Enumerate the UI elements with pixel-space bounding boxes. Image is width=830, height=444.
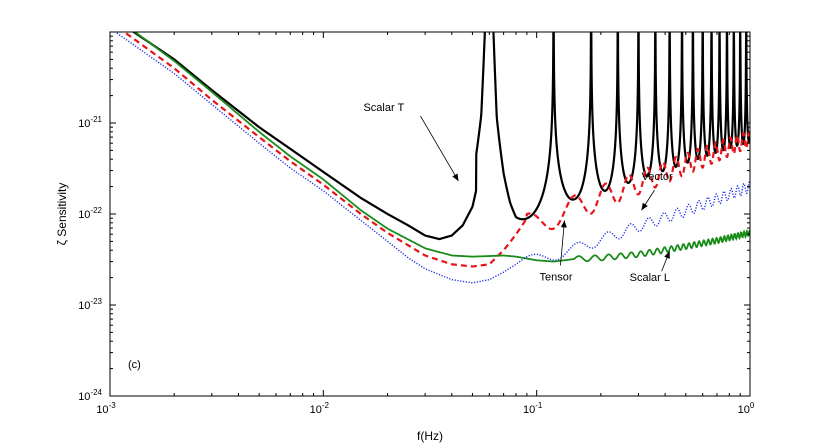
x-tick-exponent: -3 [109, 401, 117, 410]
annotation-label: Tensor [539, 271, 572, 283]
y-tick-exponent: -23 [90, 297, 102, 306]
annotation-label: Scalar T [363, 102, 404, 114]
x-tick-label: 100 [738, 401, 755, 416]
annotation-label: Vector [641, 171, 673, 183]
series-line-scalar-t [131, 32, 750, 241]
y-tick-base: 10 [78, 391, 90, 403]
y-tick-label: 10-22 [78, 206, 102, 221]
panel-label: (c) [128, 359, 141, 371]
y-axis-label: ζ Sensitivity [55, 183, 69, 246]
x-tick-base: 10 [523, 404, 535, 416]
annotation-group: Scalar T Tensor Vector Scalar L [363, 102, 673, 284]
y-tick-label: 10-24 [78, 388, 102, 403]
x-tick-base: 10 [310, 404, 322, 416]
annotation-arrow-line [560, 220, 565, 266]
annotation-arrow-head [560, 220, 567, 228]
annotation-arrow-line [420, 115, 459, 182]
annotation-arrow-head [664, 251, 670, 259]
curve-group [114, 32, 750, 284]
y-tick-base: 10 [78, 209, 90, 221]
x-tick-exponent: 0 [750, 401, 755, 410]
series-line-tensor [122, 32, 750, 268]
y-tick-exponent: -22 [90, 206, 102, 215]
annotation-arrow-head [641, 202, 648, 211]
y-tick-base: 10 [78, 118, 90, 130]
x-tick-exponent: -2 [322, 401, 330, 410]
x-tick-label: 10-3 [96, 401, 116, 416]
y-tick-exponent: -21 [90, 115, 102, 124]
x-tick-label: 10-1 [523, 401, 543, 416]
y-tick-exponent: -24 [90, 388, 102, 397]
x-tick-base: 10 [96, 404, 108, 416]
y-tick-base: 10 [78, 300, 90, 312]
annotation-arrow-head [452, 173, 459, 182]
x-axis-label: f(Hz) [417, 429, 443, 443]
y-tick-label: 10-21 [78, 115, 102, 130]
x-tick-label: 10-2 [310, 401, 330, 416]
series-line-scalar-l [133, 32, 750, 263]
x-tick-base: 10 [738, 404, 750, 416]
annotation-label: Scalar L [630, 272, 670, 284]
x-tick-exponent: -1 [535, 401, 543, 410]
y-tick-label: 10-23 [78, 297, 102, 312]
